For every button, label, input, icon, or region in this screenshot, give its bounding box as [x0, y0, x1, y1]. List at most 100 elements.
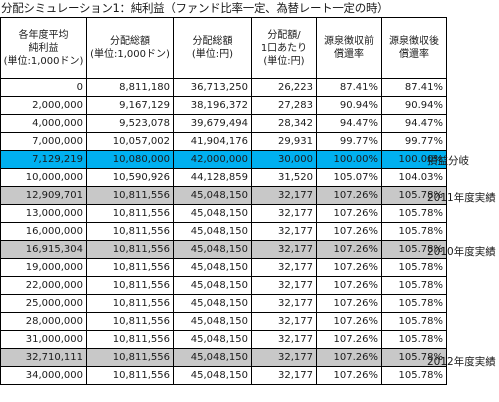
table-cell: 107.26% [316, 294, 382, 313]
table-cell: 107.26% [316, 204, 382, 223]
table-cell: 34,000,000 [0, 366, 87, 385]
table-cell: 9,167,129 [86, 96, 174, 115]
table-cell: 107.26% [316, 240, 382, 259]
row-note: 損益分岐 [427, 155, 469, 167]
table-cell: 26,223 [251, 78, 317, 97]
table-cell: 12,909,701 [0, 186, 87, 205]
table-cell: 45,048,150 [173, 276, 252, 295]
table-cell: 10,811,556 [86, 240, 174, 259]
table-cell: 25,000,000 [0, 294, 87, 313]
table-cell: 9,523,078 [86, 114, 174, 133]
row-note: 2012年度実績 [427, 355, 496, 368]
table-cell: 29,931 [251, 132, 317, 151]
table-cell: 107.26% [316, 258, 382, 277]
table-cell: 42,000,000 [173, 150, 252, 169]
table-row: 31,000,000 10,811,556 45,048,150 32,177 107.… [0, 330, 447, 349]
page-title: 分配シミュレーション1：純利益（ファンド比率一定、為替レート一定の時） [1, 1, 389, 15]
table-cell: 45,048,150 [173, 348, 252, 367]
table-row: 25,000,000 10,811,556 45,048,150 32,177 107.… [0, 294, 447, 313]
table-cell: 32,177 [251, 240, 317, 259]
table-cell: 107.26% [316, 330, 382, 349]
table-row: 10,000,000 10,590,926 44,128,859 31,520 105.… [0, 168, 447, 187]
table-cell: 87.41% [381, 78, 447, 97]
table-row: 22,000,000 10,811,556 45,048,150 32,177 107.… [0, 276, 447, 295]
table-cell: 107.26% [316, 222, 382, 241]
table-cell: 45,048,150 [173, 366, 252, 385]
table-cell: 13,000,000 [0, 204, 87, 223]
table-cell: 16,915,304 [0, 240, 87, 259]
table-cell: 38,196,372 [173, 96, 252, 115]
table-cell: 10,811,556 [86, 258, 174, 277]
table-cell: 32,177 [251, 222, 317, 241]
table-cell: 32,177 [251, 348, 317, 367]
table-cell: 36,713,250 [173, 78, 252, 97]
table-cell: 105.78% [381, 186, 447, 205]
table-cell: 10,811,556 [86, 312, 174, 331]
table-cell: 107.26% [316, 348, 382, 367]
table-cell: 45,048,150 [173, 240, 252, 259]
table-row: 28,000,000 10,811,556 45,048,150 32,177 107.… [0, 312, 447, 331]
table-cell: 100.00% [316, 150, 382, 169]
table-cell: 30,000 [251, 150, 317, 169]
table-row: 7,000,000 10,057,002 41,904,176 29,931 99.77… [0, 132, 447, 151]
table-row: 19,000,000 10,811,556 45,048,150 32,177 107.… [0, 258, 447, 277]
table-cell: 45,048,150 [173, 204, 252, 223]
table-cell: 10,811,556 [86, 366, 174, 385]
table-cell: 87.41% [316, 78, 382, 97]
table-cell: 45,048,150 [173, 258, 252, 277]
table-cell: 107.26% [316, 276, 382, 295]
table-cell: 0 [0, 78, 87, 97]
table-cell: 45,048,150 [173, 186, 252, 205]
table-row: 13,000,000 10,811,556 45,048,150 32,177 107.… [0, 204, 447, 223]
table-cell: 99.77% [316, 132, 382, 151]
table-cell: 31,000,000 [0, 330, 87, 349]
column-header: 分配総額 (単位:円) [173, 17, 252, 79]
table-cell: 8,811,180 [86, 78, 174, 97]
table-cell: 39,679,494 [173, 114, 252, 133]
table-cell: 45,048,150 [173, 330, 252, 349]
table-cell: 107.26% [316, 312, 382, 331]
table-cell: 32,177 [251, 276, 317, 295]
table-cell: 94.47% [316, 114, 382, 133]
table-row: 0 8,811,180 36,713,250 26,223 87.41% 87.41% [0, 78, 447, 97]
table-cell: 10,080,000 [86, 150, 174, 169]
table-cell: 32,177 [251, 204, 317, 223]
table-cell: 105.07% [316, 168, 382, 187]
table-cell: 45,048,150 [173, 294, 252, 313]
table-cell: 105.78% [381, 258, 447, 277]
table-cell: 107.26% [316, 366, 382, 385]
simulation-table: 各年度平均 純利益 (単位:1,000ドン) 分配総額 (単位:1,000ドン) 分配総額… [0, 17, 447, 385]
table-cell: 90.94% [316, 96, 382, 115]
table-cell: 7,129,219 [0, 150, 87, 169]
table-cell: 32,177 [251, 294, 317, 313]
table-cell: 32,177 [251, 186, 317, 205]
table-row: 12,909,701 10,811,556 45,048,150 32,177 107.… [0, 186, 447, 205]
header-row: 各年度平均 純利益 (単位:1,000ドン) 分配総額 (単位:1,000ドン) 分配総額… [0, 17, 447, 79]
table-row: 16,000,000 10,811,556 45,048,150 32,177 107.… [0, 222, 447, 241]
table-cell: 10,811,556 [86, 222, 174, 241]
table-row: 2,000,000 9,167,129 38,196,372 27,283 90.94%… [0, 96, 447, 115]
table-cell: 28,000,000 [0, 312, 87, 331]
table-cell: 10,811,556 [86, 348, 174, 367]
table-cell: 32,177 [251, 312, 317, 331]
table-cell: 99.77% [381, 132, 447, 151]
table-cell: 16,000,000 [0, 222, 87, 241]
table-cell: 105.78% [381, 294, 447, 313]
table-cell: 10,811,556 [86, 186, 174, 205]
table-cell: 32,177 [251, 330, 317, 349]
table-cell: 28,342 [251, 114, 317, 133]
table-row: 4,000,000 9,523,078 39,679,494 28,342 94.47%… [0, 114, 447, 133]
table-cell: 32,177 [251, 258, 317, 277]
table-cell: 27,283 [251, 96, 317, 115]
table-cell: 19,000,000 [0, 258, 87, 277]
column-header: 分配総額 (単位:1,000ドン) [86, 17, 174, 79]
table-cell: 4,000,000 [0, 114, 87, 133]
table-cell: 105.78% [381, 204, 447, 223]
table-row: 16,915,304 10,811,556 45,048,150 32,177 107.… [0, 240, 447, 259]
table-cell: 10,811,556 [86, 330, 174, 349]
row-note: 2010年度実績 [427, 246, 496, 259]
table-cell: 41,904,176 [173, 132, 252, 151]
table-cell: 31,520 [251, 168, 317, 187]
table-cell: 105.78% [381, 222, 447, 241]
table-cell: 22,000,000 [0, 276, 87, 295]
